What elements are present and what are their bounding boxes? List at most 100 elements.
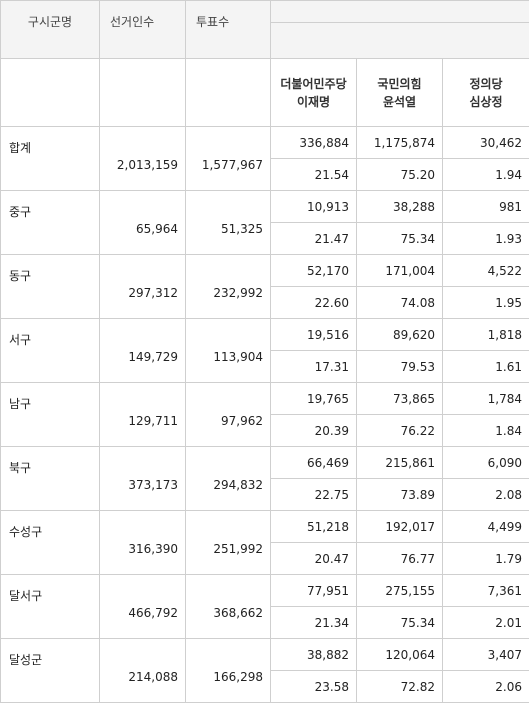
header-district: 구시군명 [1,1,100,59]
district-name: 중구 [1,191,100,255]
candidate-percent: 1.95 [443,287,529,319]
candidate-percent: 22.60 [271,287,357,319]
voters-count: 297,312 [100,255,186,319]
candidate-votes: 120,064 [357,639,443,671]
voters-count: 373,173 [100,447,186,511]
candidate-header: 정의당 심상정 [443,59,529,127]
header-candidates-sub [271,23,529,59]
candidate-votes: 3,407 [443,639,529,671]
candidate-votes: 38,288 [357,191,443,223]
candidate-percent: 75.20 [357,159,443,191]
voters-count: 2,013,159 [100,127,186,191]
candidate-votes: 10,913 [271,191,357,223]
header-voters: 선거인수 [100,1,186,59]
candidate-votes: 7,361 [443,575,529,607]
district-name: 수성구 [1,511,100,575]
candidate-percent: 1.84 [443,415,529,447]
candidate-votes: 4,522 [443,255,529,287]
voters-count: 129,711 [100,383,186,447]
votes-count: 251,992 [186,511,271,575]
candidate-percent: 1.61 [443,351,529,383]
voters-count: 316,390 [100,511,186,575]
candidate-percent: 21.54 [271,159,357,191]
candidate-percent: 72.82 [357,671,443,703]
voters-count: 214,088 [100,639,186,703]
candidate-percent: 2.01 [443,607,529,639]
candidate-votes: 19,765 [271,383,357,415]
candidate-party: 더불어민주당 [271,75,356,93]
district-name: 달성군 [1,639,100,703]
candidate-votes: 275,155 [357,575,443,607]
votes-count: 1,577,967 [186,127,271,191]
candidate-percent: 75.34 [357,607,443,639]
candidate-name: 이재명 [271,93,356,111]
candidate-votes: 66,469 [271,447,357,479]
candidate-votes: 51,218 [271,511,357,543]
candidate-votes: 981 [443,191,529,223]
candidate-percent: 73.89 [357,479,443,511]
candidate-percent: 76.77 [357,543,443,575]
district-name: 합계 [1,127,100,191]
votes-count: 166,298 [186,639,271,703]
candidate-percent: 20.39 [271,415,357,447]
candidate-votes: 73,865 [357,383,443,415]
votes-count: 51,325 [186,191,271,255]
candidate-votes: 52,170 [271,255,357,287]
candidate-percent: 76.22 [357,415,443,447]
candidate-percent: 79.53 [357,351,443,383]
votes-count: 294,832 [186,447,271,511]
candidate-header-row: 더불어민주당 이재명 국민의힘 윤석열 정의당 심상정 [1,59,529,127]
candidate-votes: 77,951 [271,575,357,607]
candidate-percent: 1.79 [443,543,529,575]
candidate-votes: 6,090 [443,447,529,479]
votes-count: 97,962 [186,383,271,447]
voters-count: 149,729 [100,319,186,383]
candidate-party: 국민의힘 [357,75,442,93]
header-votes: 투표수 [186,1,271,59]
candidate-votes: 171,004 [357,255,443,287]
candidate-votes: 1,818 [443,319,529,351]
candidate-percent: 2.06 [443,671,529,703]
candidate-votes: 19,516 [271,319,357,351]
district-name: 달서구 [1,575,100,639]
candidate-name: 심상정 [443,93,529,111]
candidate-percent: 1.93 [443,223,529,255]
candidate-percent: 21.47 [271,223,357,255]
votes-count: 232,992 [186,255,271,319]
district-name: 남구 [1,383,100,447]
candidate-percent: 20.47 [271,543,357,575]
votes-count: 113,904 [186,319,271,383]
candidate-percent: 21.34 [271,607,357,639]
voters-count: 65,964 [100,191,186,255]
candidate-votes: 1,784 [443,383,529,415]
candidate-votes: 215,861 [357,447,443,479]
district-name: 서구 [1,319,100,383]
candidate-votes: 89,620 [357,319,443,351]
candidate-percent: 75.34 [357,223,443,255]
candidate-party: 정의당 [443,75,529,93]
candidate-percent: 2.08 [443,479,529,511]
voters-count: 466,792 [100,575,186,639]
candidate-name: 윤석열 [357,93,442,111]
table-header: 구시군명 선거인수 투표수 [1,1,529,59]
candidate-votes: 1,175,874 [357,127,443,159]
candidate-percent: 23.58 [271,671,357,703]
candidate-votes: 38,882 [271,639,357,671]
candidate-percent: 22.75 [271,479,357,511]
candidate-votes: 336,884 [271,127,357,159]
district-name: 동구 [1,255,100,319]
subhead-blank [100,59,186,127]
subhead-blank [186,59,271,127]
candidate-header: 국민의힘 윤석열 [357,59,443,127]
candidate-votes: 30,462 [443,127,529,159]
candidate-votes: 192,017 [357,511,443,543]
